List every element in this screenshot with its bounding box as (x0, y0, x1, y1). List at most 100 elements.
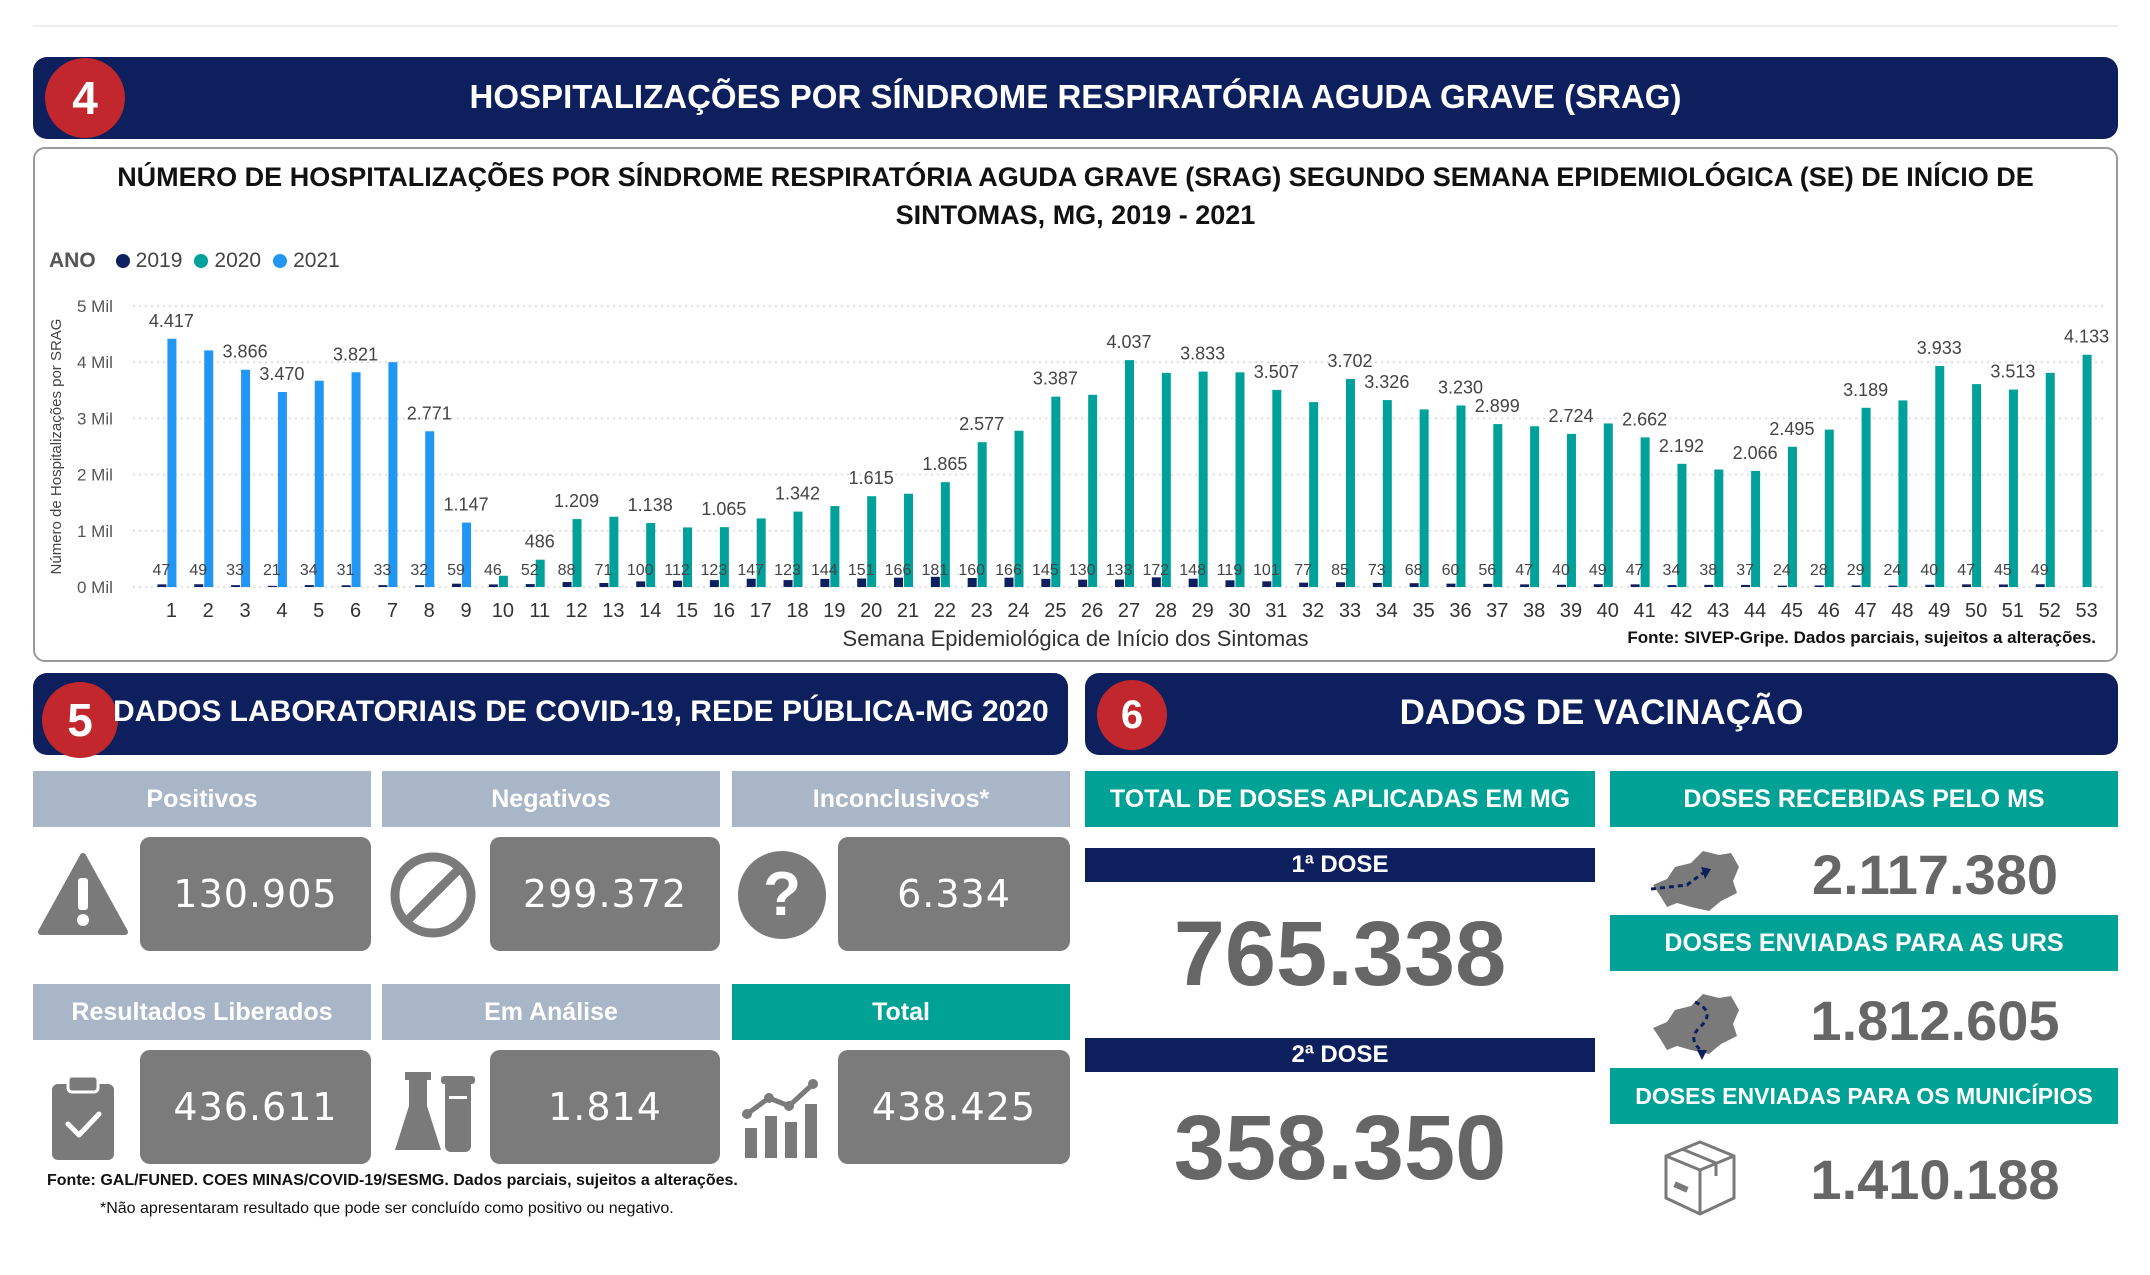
x-tick-label: 8 (424, 600, 435, 622)
data-label-2019: 172 (1142, 562, 1169, 579)
bar-2020 (1714, 469, 1724, 587)
bar-2019 (341, 585, 351, 587)
bar-2020 (1677, 463, 1687, 587)
data-label-2019: 56 (1478, 562, 1496, 579)
x-tick-label: 34 (1376, 600, 1398, 622)
section-5-number: 5 (42, 682, 118, 758)
data-label-2020: 3.933 (1917, 338, 1962, 358)
lab-flask-icon (388, 1062, 483, 1162)
bar-2019 (599, 583, 609, 587)
data-label-2019: 123 (774, 562, 801, 579)
data-label-2020: 1.865 (922, 454, 967, 474)
data-label-2019: 34 (1663, 562, 1681, 579)
data-label-2019: 160 (958, 562, 985, 579)
legend-label-2021[interactable]: 2021 (293, 249, 340, 272)
x-tick-label: 23 (971, 600, 993, 622)
bar-2020 (904, 493, 914, 587)
legend-label-2020[interactable]: 2020 (214, 249, 262, 272)
data-label-2019: 40 (1920, 562, 1938, 579)
bar-2019 (857, 578, 867, 587)
doses-municipios-header: DOSES ENVIADAS PARA OS MUNICÍPIOS (1610, 1068, 2118, 1124)
data-label-2019: 85 (1331, 562, 1349, 579)
bar-2020 (1198, 371, 1208, 587)
y-axis-title: Número de Hospitalizações por SRAG (48, 319, 65, 575)
bar-2019 (783, 580, 793, 587)
data-label-2020: 4.133 (2064, 327, 2109, 347)
data-label-2020: 2.577 (959, 414, 1004, 434)
bar-2019 (1151, 577, 1161, 587)
data-label-2019: 52 (521, 562, 539, 579)
data-label-2021: 2.771 (407, 403, 452, 423)
data-label-2020: 1.342 (775, 484, 820, 504)
bar-2019 (894, 577, 904, 587)
bar-2019 (930, 576, 940, 587)
data-label-2019: 40 (1552, 562, 1570, 579)
x-tick-label: 37 (1486, 600, 1508, 622)
bar-2019 (304, 585, 314, 587)
bar-2019 (1409, 583, 1419, 587)
data-label-2019: 60 (1442, 562, 1460, 579)
bar-2021 (241, 369, 251, 587)
total-header: Total (732, 984, 1070, 1040)
bar-2020 (1824, 429, 1834, 587)
legend-dot-2020 (194, 254, 209, 268)
data-label-2019: 49 (1589, 562, 1607, 579)
bar-2020 (1272, 389, 1282, 587)
y-tick-label: 0 Mil (77, 578, 113, 597)
x-tick-label: 31 (1265, 600, 1287, 622)
data-label-2020: 2.495 (1769, 419, 1814, 439)
data-label-2020: 2.192 (1659, 436, 1704, 456)
x-tick-label: 9 (460, 600, 471, 622)
data-label-2020: 3.387 (1033, 369, 1078, 389)
x-tick-label: 15 (676, 600, 698, 622)
bar-2020 (1309, 402, 1319, 587)
chart-title-line-2: SINTOMAS, MG, 2019 - 2021 (895, 200, 1256, 230)
dose-2-value: 358.350 (1173, 1097, 1507, 1199)
bar-2019 (1593, 584, 1603, 587)
dose-2-label: 2ª DOSE (1085, 1038, 1595, 1072)
x-tick-label: 3 (240, 600, 251, 622)
doses-municipios-value: 1.410.188 (1810, 1148, 2060, 1211)
data-label-2019: 119 (1217, 562, 1243, 579)
lab-source: Fonte: GAL/FUNED. COES MINAS/COVID-19/SE… (47, 1172, 738, 1189)
data-label-2020: 486 (525, 532, 555, 552)
section-6-number: 6 (1097, 680, 1167, 750)
data-label-2020: 1.615 (849, 468, 894, 488)
x-tick-label: 18 (786, 600, 808, 622)
bar-2020 (1935, 365, 1945, 587)
bar-2020 (1125, 360, 1134, 587)
x-tick-label: 51 (2002, 600, 2024, 622)
bar-2020 (498, 575, 508, 587)
ban-icon (383, 845, 483, 945)
data-label-2019: 38 (1699, 562, 1717, 579)
bar-2020 (1235, 372, 1245, 587)
bar-2019 (2035, 584, 2045, 587)
bar-2019 (562, 582, 572, 587)
x-tick-label: 4 (276, 600, 287, 622)
x-tick-label: 49 (1928, 600, 1950, 622)
x-tick-label: 52 (2039, 600, 2061, 622)
data-label-2021: 1.147 (444, 495, 489, 515)
section-5-title: DADOS LABORATORIAIS DE COVID-19, REDE PÚ… (113, 695, 1049, 728)
data-label-2020: 2.662 (1622, 409, 1667, 429)
bar-2020 (2008, 389, 2018, 587)
section-6-header: 6 DADOS DE VACINAÇÃO (1085, 673, 2118, 755)
x-tick-label: 30 (1228, 600, 1250, 622)
bar-2020 (1898, 400, 1908, 587)
bar-2019 (1225, 580, 1235, 587)
legend-label-2019[interactable]: 2019 (135, 249, 183, 272)
bar-2019 (1078, 579, 1088, 587)
em-analise-value: 1.814 (490, 1050, 720, 1164)
data-label-2019: 151 (848, 562, 875, 579)
data-label-2019: 100 (627, 562, 654, 579)
data-label-2019: 68 (1405, 562, 1423, 579)
x-tick-label: 26 (1081, 600, 1103, 622)
section-5-header: 5 DADOS LABORATORIAIS DE COVID-19, REDE … (33, 673, 1068, 758)
data-label-2020: 3.507 (1254, 362, 1299, 382)
data-label-2019: 47 (1515, 562, 1533, 579)
bar-2020 (1972, 384, 1982, 587)
data-label-2019: 46 (484, 562, 502, 579)
bar-2019 (415, 585, 425, 587)
data-label-2020: 3.702 (1327, 351, 1372, 371)
x-tick-label: 38 (1523, 600, 1545, 622)
